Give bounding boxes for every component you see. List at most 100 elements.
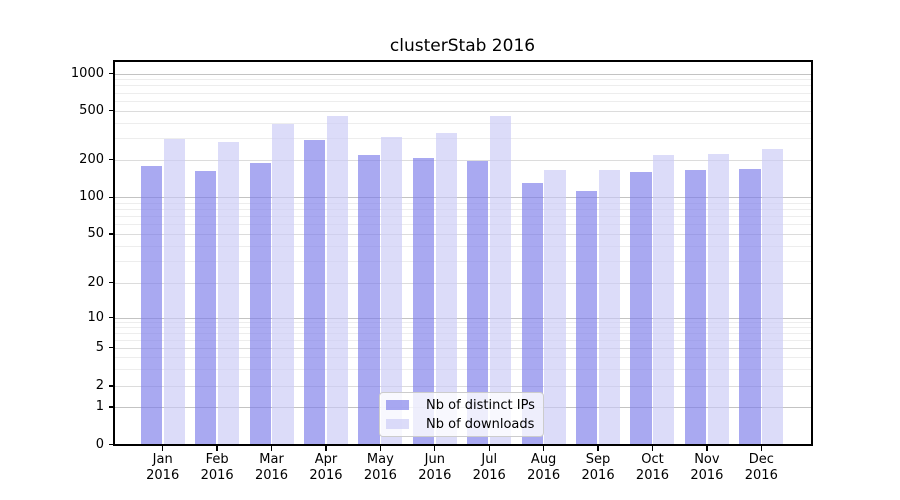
x-tick-label-line: Jan [152,452,173,467]
x-tick-label-line: Apr [314,452,338,467]
y-gridline-minor [114,322,811,324]
y-tick-label: 5 [95,339,104,355]
x-tick-label-line: 2016 [690,467,724,483]
y-tick-mark [108,406,114,408]
x-tick-label-line: Jun [424,452,445,467]
y-gridline-mid [114,347,811,349]
x-tick-label: Jul 2016 [461,452,517,483]
y-gridline-minor [114,261,811,263]
y-tick-mark [108,443,114,446]
y-gridline-major [114,73,811,75]
y-tick-label: 50 [87,226,104,241]
y-gridline-minor [114,122,811,124]
bar-downloads [653,154,675,445]
legend-swatch-distinct-ips [386,400,409,410]
bar-downloads [381,137,403,445]
bar-distinct-ips [521,182,543,445]
y-tick-label: 1 [95,399,104,414]
x-tick-label-line: Oct [641,452,664,467]
y-gridline-minor [114,79,811,81]
y-gridline-major [114,197,811,199]
x-tick-label-line: 2016 [254,467,289,483]
x-tick-mark [651,445,654,451]
bar-distinct-ips [303,139,326,445]
y-tick-mark [108,316,114,319]
x-tick-label: Apr 2016 [298,452,354,483]
y-gridline-major [114,317,811,319]
x-tick-label: Jan 2016 [135,452,191,483]
x-tick-label: Dec 2016 [733,452,789,483]
legend-row-distinct-ips: Nb of distinct IPs [380,397,543,413]
bar-distinct-ips [140,165,162,445]
x-tick-label-line: 2016 [363,467,397,483]
bar-downloads [435,133,457,445]
y-tick-label: 200 [79,151,104,167]
y-gridline-minor [114,356,811,358]
y-tick-mark [108,72,114,75]
y-gridline-minor [114,327,811,329]
bar-downloads [326,115,348,445]
y-gridline-mid [114,159,811,161]
x-tick-label-line: 2016 [146,467,180,483]
y-gridline-minor [114,332,811,334]
y-tick-mark [108,385,114,387]
y-tick-label: 20 [87,274,104,290]
x-tick-label-line: 2016 [527,467,561,483]
y-gridline-mid [114,110,811,112]
y-gridline-minor [114,100,811,102]
chart-title: clusterStab 2016 [389,36,536,56]
left-spine [113,60,115,446]
legend-row-downloads: Nb of downloads [380,416,543,432]
x-tick-mark [542,445,545,451]
bar-downloads [163,138,185,445]
y-gridline-minor [114,339,811,341]
x-tick-mark [706,445,708,451]
y-tick-mark [108,346,114,349]
y-gridline-minor [114,216,811,218]
x-tick-mark [434,445,436,451]
y-tick-label: 0 [95,436,104,452]
x-tick-label-line: Jul [481,452,498,467]
x-tick-mark [270,445,273,451]
x-tick-mark [488,445,490,451]
x-tick-mark [379,445,382,451]
y-gridline-minor [114,209,811,211]
bar-distinct-ips [412,157,434,445]
x-tick-label-line: May [366,452,394,467]
y-gridline-minor [114,202,811,204]
legend-label-downloads: Nb of downloads [426,416,535,432]
x-tick-label: Feb 2016 [189,452,245,483]
x-tick-mark [216,445,218,451]
legend-label-distinct-ips: Nb of distinct IPs [426,397,535,413]
y-gridline-minor [114,137,811,139]
y-tick-label: 100 [79,189,104,205]
y-gridline-minor [114,85,811,87]
y-tick-label: 10 [87,309,104,325]
y-tick-mark [108,110,114,112]
y-gridline-mid [114,386,811,387]
bar-downloads [490,116,512,445]
x-tick-label: Jun 2016 [407,452,463,483]
y-gridline-mid [114,234,811,235]
x-tick-label: Oct 2016 [624,452,680,483]
bar-distinct-ips [630,171,652,445]
top-spine [113,60,813,62]
x-tick-label: Sep 2016 [570,452,626,483]
bar-distinct-ips [195,171,217,445]
x-tick-label-line: 2016 [635,467,670,483]
x-tick-label-line: 2016 [200,467,234,483]
x-tick-label-line: Dec [748,452,774,467]
bar-distinct-ips [739,169,761,445]
x-tick-label: Aug 2016 [516,452,572,483]
x-tick-label-line: 2016 [472,467,506,483]
bar-distinct-ips [684,169,707,445]
right-spine [811,60,813,446]
bar-distinct-ips [467,160,489,445]
x-tick-label-line: 2016 [309,467,343,483]
x-tick-label: Mar 2016 [244,452,300,483]
x-tick-label-line: Sep [585,452,611,467]
y-tick-label: 2 [95,378,104,393]
bar-distinct-ips [576,191,598,445]
bar-downloads [272,123,294,445]
